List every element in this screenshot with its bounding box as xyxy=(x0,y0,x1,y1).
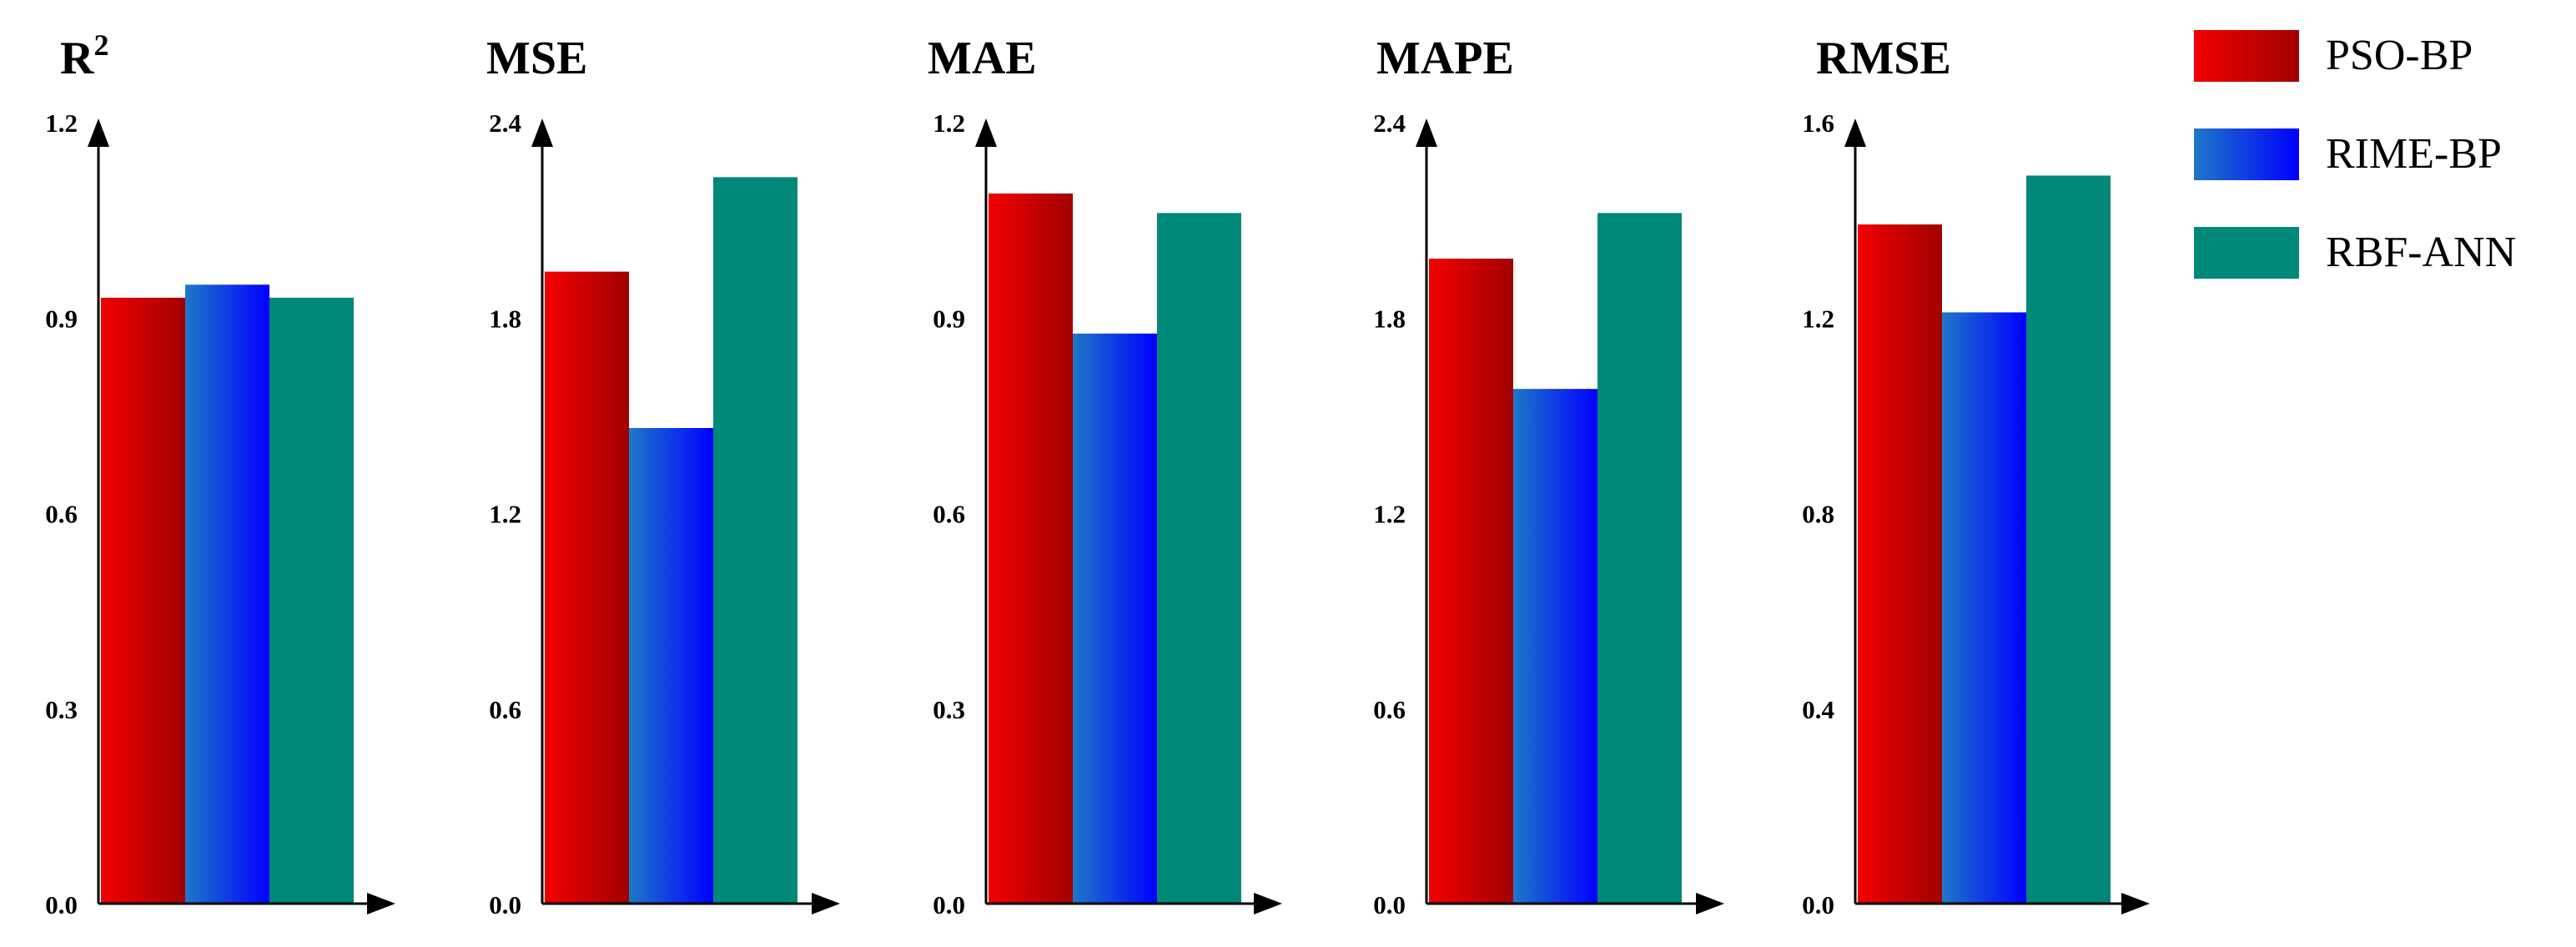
y-tick-label: 0.6 xyxy=(1373,695,1406,724)
panel-title: MAE xyxy=(928,33,1037,84)
bar-pso-bp xyxy=(1429,258,1513,904)
y-axis-arrow xyxy=(1416,118,1437,147)
y-axis-arrow xyxy=(531,118,553,147)
bar-pso-bp xyxy=(989,193,1073,904)
legend-label: PSO-BP xyxy=(2326,32,2473,79)
y-tick-label: 1.2 xyxy=(45,108,78,138)
y-axis-arrow xyxy=(975,118,997,147)
y-tick-label: 0.3 xyxy=(45,695,78,724)
x-axis-arrow xyxy=(2121,893,2150,914)
legend-item-pso-bp: PSO-BP xyxy=(2194,30,2473,82)
y-tick-label: 0.8 xyxy=(1802,500,1834,529)
bar-rime-bp xyxy=(1513,389,1597,904)
y-tick-label: 1.8 xyxy=(489,304,521,333)
bar-rime-bp xyxy=(185,285,269,904)
bar-rbf-ann xyxy=(1597,213,1682,904)
y-axis-arrow xyxy=(1844,118,1866,147)
y-tick-label: 0.6 xyxy=(45,500,78,529)
legend-label: RBF-ANN xyxy=(2326,229,2516,276)
legend: PSO-BP RIME-BP RBF-ANN xyxy=(2194,30,2516,279)
bar-pso-bp xyxy=(1858,224,1942,904)
x-axis-arrow xyxy=(1254,893,1282,914)
bar-pso-bp xyxy=(101,297,185,904)
y-tick-label: 0.6 xyxy=(933,500,965,529)
y-tick-label: 1.6 xyxy=(1802,108,1834,138)
legend-label: RIME-BP xyxy=(2326,130,2502,178)
bar-rbf-ann xyxy=(713,177,797,904)
y-tick-label: 1.8 xyxy=(1373,304,1406,333)
panel-title: RMSE xyxy=(1816,33,1951,84)
bar-rbf-ann xyxy=(2026,175,2111,904)
panel-0: R2 0.0 0.3 0.6 0.9 1.2 xyxy=(45,28,395,919)
bar-pso-bp xyxy=(545,271,629,904)
legend-swatch xyxy=(2194,227,2299,279)
y-tick-label: 0.0 xyxy=(1802,890,1834,919)
bar-rbf-ann xyxy=(269,297,354,904)
y-tick-label: 0.3 xyxy=(933,695,965,724)
panel-2: MAE 0.0 0.3 0.6 0.9 1.2 xyxy=(928,33,1282,919)
y-tick-label: 0.9 xyxy=(45,304,78,333)
legend-swatch xyxy=(2194,30,2299,82)
x-axis-arrow xyxy=(367,893,395,914)
legend-swatch xyxy=(2194,128,2299,180)
y-tick-label: 0.9 xyxy=(933,304,965,333)
y-tick-label: 1.2 xyxy=(1373,500,1406,529)
y-tick-label: 0.0 xyxy=(1373,890,1406,919)
y-axis-arrow xyxy=(88,118,109,147)
legend-item-rime-bp: RIME-BP xyxy=(2194,128,2502,180)
y-tick-label: 1.2 xyxy=(489,500,521,529)
y-tick-label: 0.0 xyxy=(933,890,965,919)
y-tick-label: 2.4 xyxy=(489,108,521,138)
bar-rbf-ann xyxy=(1157,213,1241,904)
panel-1: MSE 0.0 0.6 1.2 1.8 2.4 xyxy=(486,33,840,919)
y-tick-label: 1.2 xyxy=(933,108,965,138)
y-tick-label: 0.6 xyxy=(489,695,521,724)
bar-rime-bp xyxy=(629,427,713,904)
x-axis-arrow xyxy=(812,893,840,914)
legend-item-rbf-ann: RBF-ANN xyxy=(2194,227,2516,279)
panel-title: MSE xyxy=(486,33,587,84)
x-axis-arrow xyxy=(1696,893,1724,914)
panel-4: RMSE 0.0 0.4 0.8 1.2 1.6 xyxy=(1802,33,2150,919)
bar-rime-bp xyxy=(1942,312,2026,904)
y-tick-label: 1.2 xyxy=(1802,304,1834,333)
panel-title-superscript: 2 xyxy=(93,28,108,62)
y-tick-label: 0.4 xyxy=(1802,695,1834,724)
y-tick-label: 2.4 xyxy=(1373,108,1406,138)
panel-title: R2 xyxy=(60,28,108,84)
y-tick-label: 0.0 xyxy=(489,890,521,919)
bar-rime-bp xyxy=(1073,333,1157,904)
panel-3: MAPE 0.0 0.6 1.2 1.8 2.4 xyxy=(1373,33,1724,919)
y-tick-label: 0.0 xyxy=(45,890,78,919)
panel-title: MAPE xyxy=(1376,33,1514,84)
